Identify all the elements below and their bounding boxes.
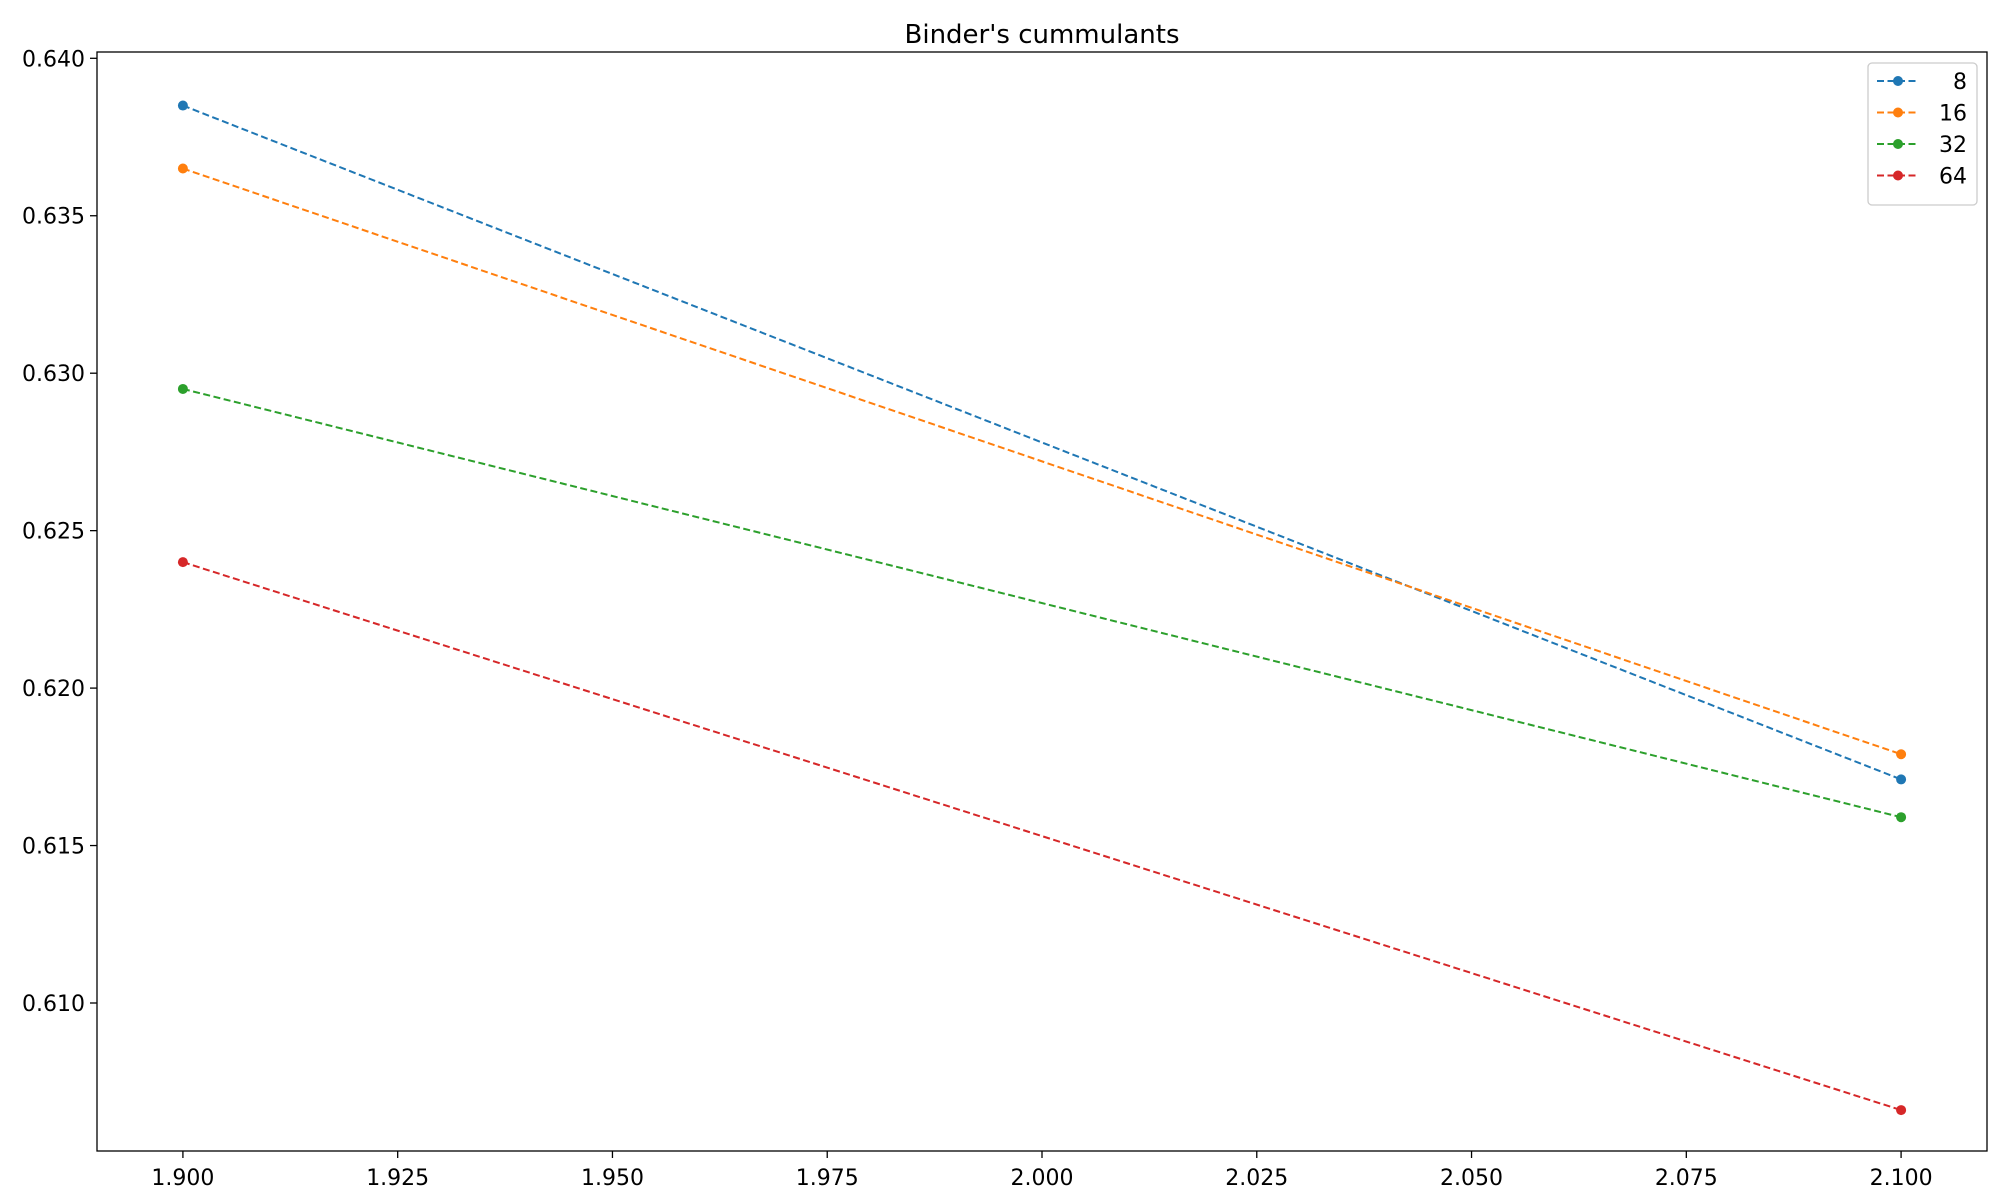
legend-item: 8 <box>1877 70 1967 95</box>
series-layer <box>177 100 1907 1116</box>
y-tick-label: 0.625 <box>22 520 85 545</box>
series-8 <box>177 100 1907 785</box>
data-point <box>1896 749 1907 760</box>
chart-title: Binder's cummulants <box>905 20 1180 50</box>
series-32 <box>177 383 1907 823</box>
data-point <box>1896 812 1907 823</box>
x-tick-label: 1.925 <box>366 1166 429 1191</box>
x-tick-label: 2.025 <box>1225 1166 1288 1191</box>
legend-swatch-marker <box>1893 76 1903 86</box>
legend-label: 16 <box>1939 102 1967 127</box>
y-tick-label: 0.635 <box>22 205 85 230</box>
x-tick-label: 1.975 <box>796 1166 859 1191</box>
data-point <box>177 163 188 174</box>
x-tick-label: 2.075 <box>1655 1166 1718 1191</box>
y-tick-label: 0.640 <box>22 47 85 72</box>
x-tick-label: 1.900 <box>151 1166 214 1191</box>
series-line <box>182 387 1902 819</box>
x-tick-label: 2.100 <box>1870 1166 1933 1191</box>
series-16 <box>177 163 1907 760</box>
data-point <box>177 383 188 394</box>
data-point <box>177 557 188 568</box>
legend-box <box>1867 62 1978 206</box>
y-tick-label: 0.615 <box>22 835 85 860</box>
legend-swatch-marker <box>1893 139 1903 149</box>
axes-layer: 1.900 1.925 1.950 1.975 2.000 2.025 2.050 2.075… <box>22 47 1933 1191</box>
plot-frame <box>96 51 1988 1152</box>
data-point <box>1896 1105 1907 1116</box>
x-tick-label: 2.050 <box>1440 1166 1503 1191</box>
y-tick-label: 0.620 <box>22 677 85 702</box>
data-point <box>1896 774 1907 785</box>
data-point <box>177 100 188 111</box>
legend-item: 16 <box>1877 102 1967 127</box>
series-line <box>182 104 1902 781</box>
legend-label: 64 <box>1939 165 1967 190</box>
legend-item: 32 <box>1877 133 1967 158</box>
series-line <box>182 561 1902 1112</box>
x-tick-label: 2.000 <box>1011 1166 1074 1191</box>
legend-swatch-marker <box>1893 107 1903 118</box>
series-line <box>182 167 1902 756</box>
legend: 8 16 32 64 <box>1867 62 1978 206</box>
legend-label: 32 <box>1939 133 1967 158</box>
series-64 <box>177 557 1907 1116</box>
legend-swatch-marker <box>1893 170 1903 181</box>
x-tick-label: 1.950 <box>581 1166 644 1191</box>
y-tick-label: 0.630 <box>22 362 85 387</box>
legend-item: 64 <box>1877 165 1967 190</box>
y-tick-label: 0.610 <box>22 992 85 1017</box>
legend-label: 8 <box>1953 70 1967 95</box>
